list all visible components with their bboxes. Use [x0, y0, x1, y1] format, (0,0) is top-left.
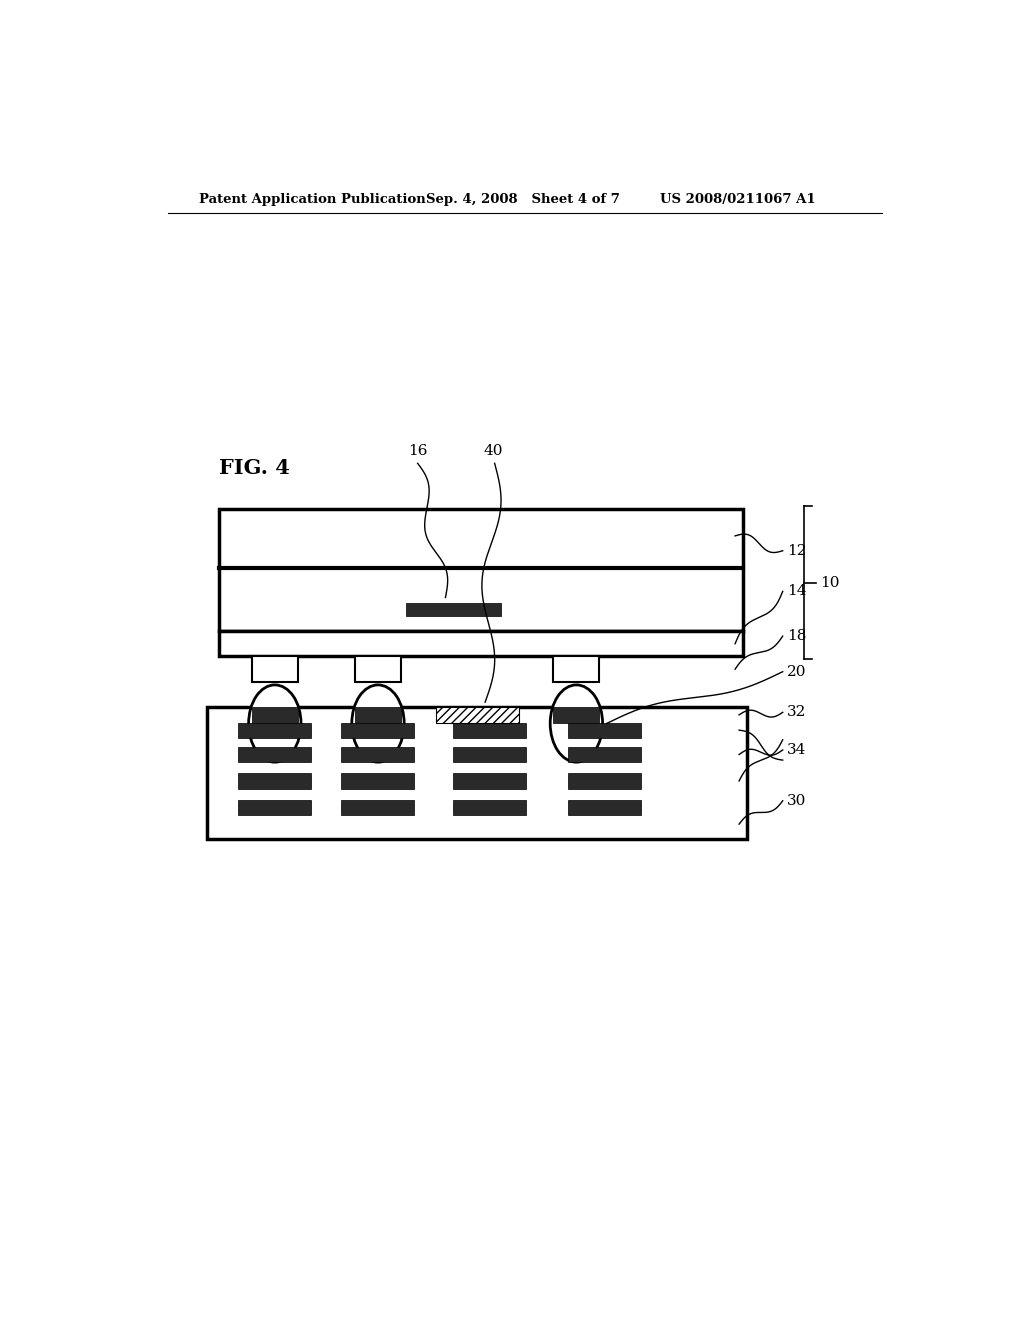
Bar [239, 722, 311, 738]
Bar [453, 747, 525, 762]
Text: US 2008/0211067 A1: US 2008/0211067 A1 [659, 193, 815, 206]
Bar [355, 656, 401, 682]
Text: 14: 14 [786, 585, 806, 598]
Text: 18: 18 [786, 630, 806, 643]
Text: 30: 30 [786, 793, 806, 808]
Text: 32: 32 [786, 705, 806, 719]
Bar [239, 800, 311, 814]
Bar [219, 631, 743, 656]
Text: 20: 20 [786, 665, 806, 678]
Text: 12: 12 [786, 544, 806, 558]
Bar [207, 708, 748, 840]
Bar [252, 708, 298, 722]
Text: 10: 10 [820, 576, 840, 590]
Bar [341, 747, 415, 762]
Text: 34: 34 [786, 743, 806, 756]
Bar [239, 774, 311, 788]
Ellipse shape [352, 685, 404, 762]
Bar [252, 656, 298, 682]
Bar [341, 774, 415, 788]
Bar [567, 722, 641, 738]
Bar [453, 774, 525, 788]
Bar [341, 800, 415, 814]
Ellipse shape [249, 685, 301, 762]
Bar [435, 708, 519, 722]
Bar [553, 656, 599, 682]
Bar [406, 602, 501, 615]
Bar [567, 800, 641, 814]
Bar [453, 800, 525, 814]
Bar [219, 510, 743, 631]
Bar [341, 722, 415, 738]
Text: Sep. 4, 2008   Sheet 4 of 7: Sep. 4, 2008 Sheet 4 of 7 [426, 193, 620, 206]
Bar [355, 708, 401, 722]
Text: 16: 16 [408, 444, 427, 458]
Text: Patent Application Publication: Patent Application Publication [200, 193, 426, 206]
Bar [553, 708, 599, 722]
Bar [239, 747, 311, 762]
Text: FIG. 4: FIG. 4 [219, 458, 290, 478]
Bar [453, 722, 525, 738]
Text: 40: 40 [483, 444, 503, 458]
Bar [567, 774, 641, 788]
Ellipse shape [550, 685, 602, 762]
Bar [567, 747, 641, 762]
